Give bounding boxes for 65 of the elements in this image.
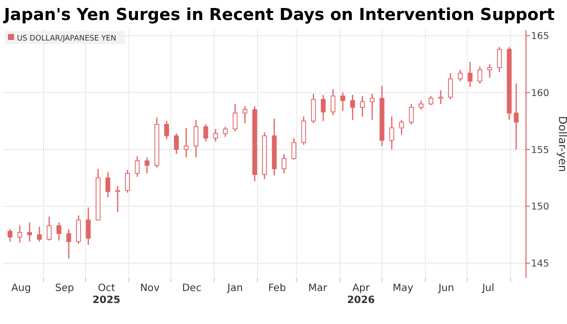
x-tick-label: Sep (55, 283, 74, 294)
candlestick (8, 228, 12, 242)
candlestick (194, 119, 198, 158)
candlestick (115, 185, 120, 213)
y-tick-label: 165 (531, 31, 550, 42)
x-tick-label: Dec (182, 283, 202, 294)
candlestick (56, 222, 62, 242)
candlestick (438, 90, 444, 105)
candlestick (448, 72, 453, 100)
candlestick (428, 95, 434, 106)
candlestick (184, 127, 189, 158)
candlestick (350, 94, 355, 120)
candlestick (105, 172, 110, 198)
candlestick (125, 169, 130, 194)
candlestick (86, 206, 91, 246)
candlestick (222, 126, 228, 138)
y-tick-label: 150 (531, 202, 550, 213)
candlestick (399, 119, 404, 136)
candlestick (46, 216, 52, 242)
y-tick-label: 160 (531, 88, 550, 99)
candlestick (144, 156, 150, 174)
candlestick (487, 64, 492, 78)
candlestick (370, 93, 375, 120)
y-tick-label: 145 (531, 258, 550, 270)
candlestick (311, 93, 316, 124)
candlestick (76, 214, 81, 244)
candlestick (360, 95, 365, 118)
candlestick (66, 228, 72, 260)
candlestick (282, 153, 286, 174)
x-tick-label: Jul (481, 283, 494, 294)
candlestick (213, 128, 218, 142)
x-tick-label: Jun (437, 283, 454, 294)
candlestick (174, 132, 179, 155)
candlestick (27, 222, 32, 242)
y-tick-label: 155 (531, 144, 550, 156)
candlestick (164, 120, 170, 140)
chart-title: Japan's Yen Surges in Recent Days on Intervention Support (3, 5, 555, 24)
candlestick (203, 124, 208, 142)
x-tick-label: May (392, 283, 414, 294)
candlestick (514, 82, 519, 150)
candlestick (477, 66, 482, 84)
y-axis-title: Dollar-yen (556, 116, 567, 172)
x-tick-label: Nov (140, 283, 160, 294)
x-tick-label: Feb (268, 283, 286, 294)
candlestick (408, 103, 414, 126)
candlestick (301, 116, 306, 146)
candlestick (418, 100, 424, 110)
candlestick (232, 103, 238, 132)
candlestick (291, 137, 296, 160)
candlestick (389, 116, 394, 150)
candlestick (134, 156, 140, 178)
candlestick (340, 92, 346, 112)
x-tick-label: Jan (226, 283, 243, 294)
candlestick (17, 225, 22, 244)
candlestick (330, 88, 336, 116)
candlestick (468, 61, 472, 88)
candlestick (242, 106, 248, 124)
x-tick-label: Apr 2026 (347, 283, 375, 306)
candlestick (458, 69, 463, 82)
candlestick (497, 46, 502, 73)
candlestick (36, 226, 42, 242)
candlestick (320, 94, 326, 122)
x-tick-label: Oct 2025 (92, 283, 120, 306)
x-tick-label: Aug (11, 283, 31, 294)
x-tick-label: Mar (308, 283, 328, 294)
